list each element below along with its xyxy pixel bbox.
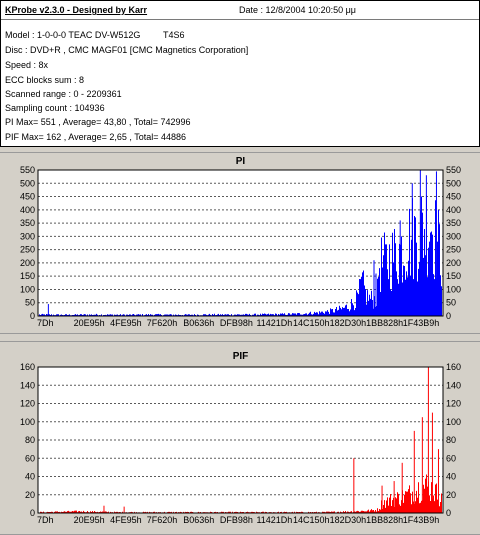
pif-y-tick-label-left: 80 xyxy=(25,435,35,445)
pif-x-tick-label: 1F43B9h xyxy=(403,515,440,525)
pi-y-tick-label-left: 50 xyxy=(25,298,35,308)
pif-y-tick-label-left: 160 xyxy=(20,362,35,372)
pi-y-tick-label-left: 150 xyxy=(20,271,35,281)
pif-y-tick-label-left: 120 xyxy=(20,399,35,409)
pi-panel-frame xyxy=(0,152,480,334)
pif-y-tick-label-left: 40 xyxy=(25,472,35,482)
pi-plot-border xyxy=(37,169,444,317)
pi-summary: PI Max= 551 , Average= 43,80 , Total= 74… xyxy=(5,117,191,127)
pif-y-tick-label-left: 60 xyxy=(25,453,35,463)
pi-x-tick-label: 11421Dh xyxy=(256,318,292,328)
pi-x-tick-label: DFB98h xyxy=(220,318,253,328)
pif-x-tick-label: 7Dh xyxy=(37,515,54,525)
pi-x-tick-label: 182D30h xyxy=(330,318,367,328)
pif-x-tick-label: 14C150h xyxy=(293,515,330,525)
pif-y-tick-label-right: 140 xyxy=(446,380,461,390)
pi-y-tick-label-right: 150 xyxy=(446,271,461,281)
pi-y-tick-label-right: 200 xyxy=(446,258,461,268)
pif-y-tick-label-right: 120 xyxy=(446,399,461,409)
pif-x-tick-label: B0636h xyxy=(183,515,214,525)
pif-y-tick-label-right: 100 xyxy=(446,417,461,427)
pi-x-tick-label: B0636h xyxy=(183,318,214,328)
pi-y-tick-label-left: 200 xyxy=(20,258,35,268)
pif-y-tick-label-left: 100 xyxy=(20,417,35,427)
pi-x-tick-label: 14C150h xyxy=(293,318,330,328)
pi-x-tick-label: 1F43B9h xyxy=(403,318,440,328)
app-title: KProbe v2.3.0 - Designed by Karr xyxy=(5,5,148,15)
pi-x-tick-label: 1BB828h xyxy=(366,318,403,328)
pif-y-tick-label-left: 140 xyxy=(20,380,35,390)
pi-x-tick-label: 20E95h xyxy=(74,318,105,328)
pi-y-tick-label-left: 350 xyxy=(20,218,35,228)
pif-y-tick-label-right: 20 xyxy=(446,490,456,500)
pif-x-tick-label: 20E95h xyxy=(74,515,105,525)
pi-y-tick-label-left: 300 xyxy=(20,231,35,241)
pi-y-tick-label-left: 450 xyxy=(20,192,35,202)
title-divider xyxy=(1,19,479,20)
pi-y-tick-label-right: 500 xyxy=(446,178,461,188)
pi-y-tick-label-right: 450 xyxy=(446,192,461,202)
pi-y-tick-label-right: 0 xyxy=(446,311,451,321)
pif-x-tick-label: DFB98h xyxy=(220,515,253,525)
pi-x-tick-label: 4FE95h xyxy=(110,318,142,328)
pif-y-tick-label-right: 160 xyxy=(446,362,461,372)
pi-y-tick-label-right: 550 xyxy=(446,165,461,175)
speed: Speed : 8x xyxy=(5,60,49,70)
drive-firmware: T4S6 xyxy=(163,30,185,40)
pif-x-tick-label: 7F620h xyxy=(147,515,178,525)
pif-y-tick-label-right: 0 xyxy=(446,508,451,518)
pi-y-tick-label-left: 0 xyxy=(30,311,35,321)
disc-info: Disc : DVD+R , CMC MAGF01 [CMC Magnetics… xyxy=(5,45,249,55)
pi-x-tick-label: 7Dh xyxy=(37,318,54,328)
pi-y-tick-label-right: 250 xyxy=(446,245,461,255)
pi-y-tick-label-left: 250 xyxy=(20,245,35,255)
pif-chart: PIF 0 0 20 20 40 40 60 60 80 80 100 100 120 120 140 140 1… xyxy=(20,351,461,525)
pi-y-tick-label-right: 400 xyxy=(446,205,461,215)
pi-chart: PI 0 0 50 50 100 100 150 150 200 200 250 250 300 300 35… xyxy=(20,156,461,328)
pif-x-tick-label: 4FE95h xyxy=(110,515,142,525)
pif-y-tick-label-left: 0 xyxy=(30,508,35,518)
pi-chart-title: PI xyxy=(236,156,246,167)
pif-y-tick-label-left: 20 xyxy=(25,490,35,500)
pif-chart-title: PIF xyxy=(233,351,249,362)
pi-x-tick-label: 7F620h xyxy=(147,318,178,328)
pi-y-tick-label-left: 400 xyxy=(20,205,35,215)
pi-y-tick-label-right: 100 xyxy=(446,284,461,294)
ecc-blocks-sum: ECC blocks sum : 8 xyxy=(5,75,85,85)
pi-y-tick-label-right: 350 xyxy=(446,218,461,228)
pif-y-tick-label-right: 60 xyxy=(446,453,456,463)
pi-y-tick-label-right: 50 xyxy=(446,298,456,308)
pif-y-tick-label-right: 40 xyxy=(446,472,456,482)
scan-date: Date : 12/8/2004 10:20:50 μμ xyxy=(239,5,356,15)
pi-y-tick-label-right: 300 xyxy=(446,231,461,241)
pif-x-tick-label: 182D30h xyxy=(330,515,367,525)
pif-y-tick-label-right: 80 xyxy=(446,435,456,445)
sampling-count: Sampling count : 104936 xyxy=(5,103,105,113)
scanned-range: Scanned range : 0 - 2209361 xyxy=(5,89,122,99)
pif-x-tick-label: 1BB828h xyxy=(366,515,403,525)
pif-summary: PIF Max= 162 , Average= 2,65 , Total= 44… xyxy=(5,132,187,142)
pi-y-tick-label-left: 500 xyxy=(20,178,35,188)
pif-plot-border xyxy=(37,366,444,514)
pi-y-tick-label-left: 550 xyxy=(20,165,35,175)
drive-model: Model : 1-0-0-0 TEAC DV-W512G xyxy=(5,30,141,40)
pif-x-tick-label: 11421Dh xyxy=(256,515,292,525)
pi-y-tick-label-left: 100 xyxy=(20,284,35,294)
info-panel: KProbe v2.3.0 - Designed by Karr Date : … xyxy=(0,0,480,147)
